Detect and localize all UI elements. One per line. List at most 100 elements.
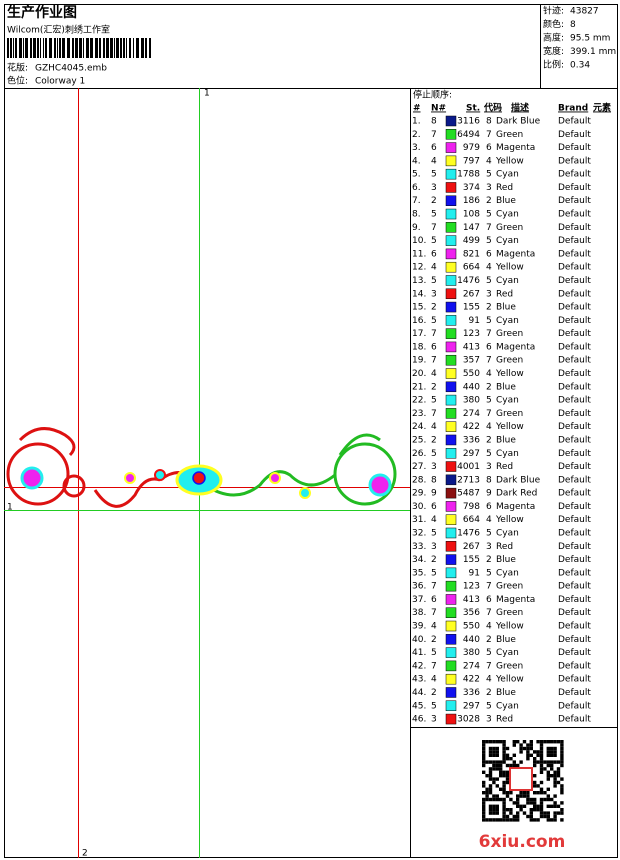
- color-swatch: [445, 554, 457, 565]
- qr-cell: [539, 757, 544, 761]
- qr-cell: [560, 746, 564, 751]
- title: 生产作业图: [7, 4, 77, 21]
- needle: 4: [431, 675, 437, 685]
- qr-cell: [529, 753, 533, 757]
- code: 2: [486, 688, 492, 698]
- brand: Default: [558, 715, 591, 725]
- qr-cell: [492, 808, 496, 812]
- bar: [30, 38, 32, 58]
- qr-cell: [536, 750, 540, 754]
- qr-cell: [526, 746, 530, 751]
- color-swatch: [445, 381, 457, 393]
- qr-cell: [533, 818, 537, 822]
- qr-cell: [539, 797, 544, 802]
- stitches: 155: [463, 303, 480, 313]
- description: Blue: [496, 555, 516, 565]
- bar: [15, 38, 17, 58]
- code: 4: [486, 422, 492, 432]
- stitches: 797: [463, 156, 480, 166]
- brand: Default: [558, 263, 591, 273]
- qr-cell: [516, 797, 520, 802]
- qr-cell: [509, 811, 513, 815]
- qr-cell: [526, 791, 530, 795]
- qr-cell: [560, 763, 564, 768]
- code: 2: [486, 382, 492, 392]
- stitches: 798: [463, 502, 480, 512]
- qr-cell: [499, 818, 503, 822]
- row-index: 21.: [412, 382, 426, 392]
- needle: 4: [431, 422, 437, 432]
- row-index: 31.: [412, 515, 426, 525]
- qr-cell: [502, 760, 506, 764]
- qr-cell: [512, 753, 516, 757]
- stitches: 123: [463, 329, 480, 339]
- qr-cell: [543, 740, 547, 744]
- needle: 7: [431, 582, 437, 592]
- code: 4: [486, 675, 492, 685]
- bar: [54, 38, 56, 58]
- qr-cell: [536, 753, 540, 757]
- needle: 8: [431, 117, 437, 127]
- code: 7: [486, 223, 492, 233]
- description: Blue: [496, 688, 516, 698]
- qr-cell: [502, 753, 506, 757]
- brand: Default: [558, 475, 591, 485]
- qr-cell: [546, 740, 550, 744]
- description: Cyan: [496, 568, 519, 578]
- qr-cell: [546, 746, 550, 751]
- row-index: 25.: [412, 435, 426, 445]
- design-label: 花版:: [7, 62, 28, 74]
- qr-cell: [553, 784, 557, 788]
- needle: 2: [431, 435, 437, 445]
- barcode: [7, 38, 151, 58]
- description: Green: [496, 409, 523, 419]
- qr-cell: [492, 760, 496, 764]
- qr-cell: [550, 750, 554, 754]
- code: 3: [486, 462, 492, 472]
- qr-cell: [519, 746, 523, 751]
- qr-cell: [550, 804, 554, 808]
- brand: Default: [558, 382, 591, 392]
- qr-cell: [495, 804, 499, 808]
- brand: Default: [558, 568, 591, 578]
- color-swatch: [445, 487, 457, 499]
- row-index: 3.: [412, 143, 421, 153]
- color-swatch: [445, 634, 457, 645]
- qr-cell: [539, 811, 544, 815]
- stitches: 336: [463, 688, 480, 698]
- color-swatch: [445, 142, 457, 153]
- guide-label: 1: [7, 503, 13, 513]
- brand: Default: [558, 701, 591, 711]
- qr-cell: [488, 811, 493, 815]
- qr-cell: [482, 750, 486, 754]
- column-header: 元素: [593, 102, 611, 114]
- qr-cell: [492, 750, 496, 754]
- qr-cell: [492, 740, 496, 744]
- brand: Default: [558, 462, 591, 472]
- needle: 4: [431, 156, 437, 166]
- qr-cell: [519, 794, 523, 798]
- needle: 5: [431, 568, 437, 578]
- stitches: 336: [463, 435, 480, 445]
- qr-cell: [519, 804, 523, 808]
- qr-cell: [560, 787, 564, 791]
- color-swatch: [445, 514, 457, 525]
- bar: [67, 38, 70, 58]
- description: Cyan: [496, 316, 519, 326]
- bar: [86, 38, 89, 58]
- color-swatch: [445, 501, 457, 512]
- code: 5: [486, 210, 492, 220]
- qr-cell: [505, 774, 510, 778]
- code: 6: [486, 249, 492, 259]
- bar: [116, 38, 119, 58]
- bar: [141, 38, 144, 58]
- brand: Default: [558, 409, 591, 419]
- code: 2: [486, 635, 492, 645]
- needle: 5: [431, 449, 437, 459]
- qr-cell: [516, 763, 520, 768]
- stitches: 440: [463, 635, 480, 645]
- code: 5: [486, 701, 492, 711]
- qr-cell: [560, 791, 564, 795]
- code: 5: [486, 528, 492, 538]
- qr-cell: [556, 804, 561, 808]
